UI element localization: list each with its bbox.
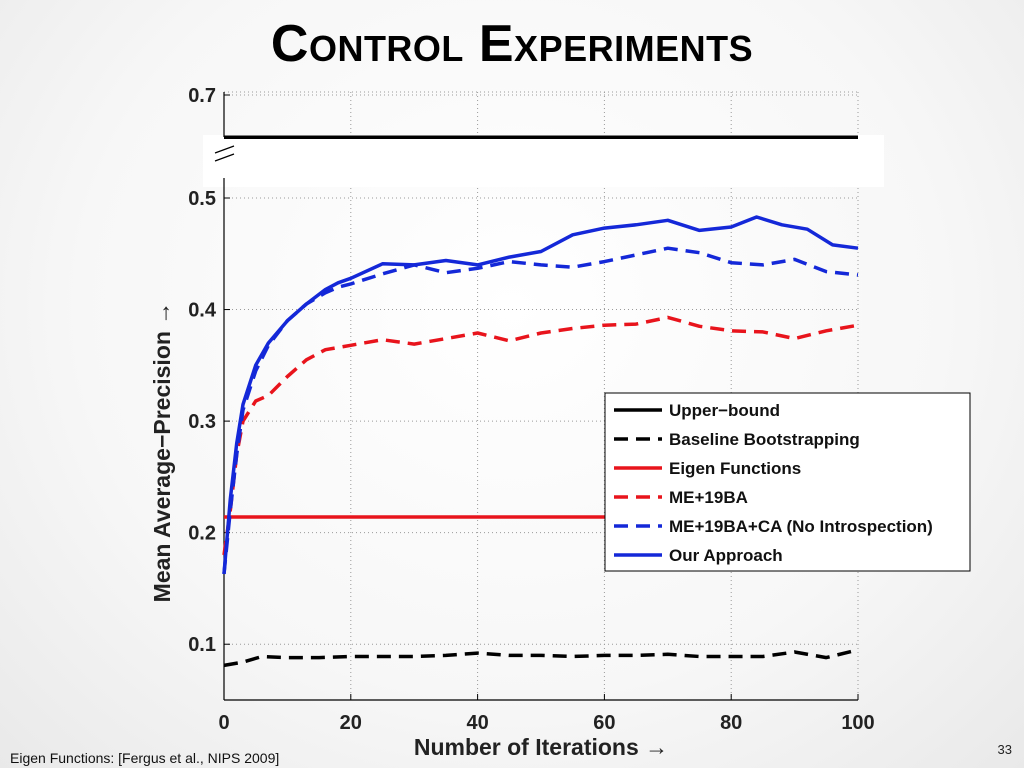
- page-number: 33: [997, 742, 1012, 757]
- x-tick-label: 80: [720, 712, 742, 734]
- axis-break-mark: [214, 153, 235, 162]
- y-tick-label: 0.5: [188, 188, 216, 210]
- series-line: [222, 215, 859, 575]
- legend-label: Eigen Functions: [669, 459, 801, 478]
- y-tick-label: 0.7: [188, 85, 216, 107]
- legend-box: [604, 392, 971, 572]
- x-tick-label: 20: [340, 712, 362, 734]
- slide-title: Control Experiments: [270, 15, 754, 73]
- y-tick-label: 0.2: [188, 523, 216, 545]
- tick-labels: 0 20 40 60 80 100 0.1 0.2 0.3 0.4 0.5 0.7: [188, 85, 875, 734]
- x-tick-label: 40: [466, 712, 488, 734]
- series-line: [223, 648, 859, 668]
- y-axis-label: Mean Average−Precision →: [149, 302, 175, 603]
- y-tick-label: 0.3: [188, 411, 216, 433]
- x-tick-label: 100: [841, 712, 874, 734]
- y-tick-label: 0.4: [188, 300, 217, 322]
- legend-label: ME+19BA+CA (No Introspection): [669, 517, 933, 536]
- legend-label: Upper−bound: [669, 401, 780, 420]
- series-line: [222, 315, 859, 556]
- footnote-citation: Eigen Functions: [Fergus et al., NIPS 20…: [10, 750, 280, 766]
- legend: Upper−bound Baseline Bootstrapping Eigen F…: [604, 392, 971, 572]
- x-tick-label: 0: [218, 712, 229, 734]
- axis-break-mark: [214, 145, 235, 154]
- legend-label: ME+19BA: [669, 488, 748, 507]
- x-axis-label: Number of Iterations →: [414, 734, 668, 760]
- legend-label: Baseline Bootstrapping: [669, 430, 860, 449]
- axis-break-mask: [203, 135, 884, 187]
- legend-label: Our Approach: [669, 546, 783, 565]
- y-tick-label: 0.1: [188, 634, 216, 656]
- x-tick-label: 60: [593, 712, 615, 734]
